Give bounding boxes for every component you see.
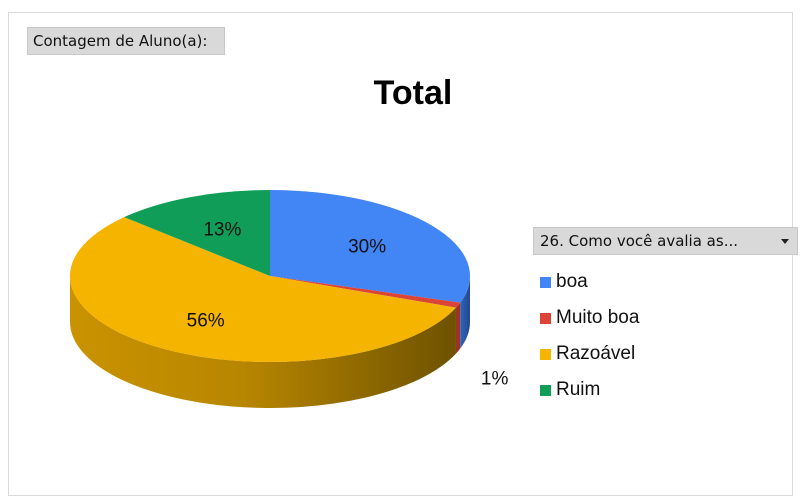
legend-swatch-razoavel — [540, 348, 551, 360]
data-label-ruim: 13% — [203, 220, 241, 241]
legend-item-ruim[interactable]: Ruim — [540, 372, 639, 408]
legend-swatch-ruim — [540, 384, 551, 396]
chart-title: Total — [373, 74, 453, 112]
legend-label-boa: boa — [556, 271, 588, 292]
legend-label-muito-boa: Muito boa — [556, 307, 640, 328]
data-label-muito-boa: 1% — [481, 369, 509, 390]
pie-side-muito-boa — [455, 302, 461, 354]
legend-swatch-muito-boa — [540, 312, 551, 324]
legend-item-razoavel[interactable]: Razoável — [540, 336, 639, 372]
field-button-contagem[interactable]: Contagem de Aluno(a): — [27, 27, 225, 55]
data-label-boa: 30% — [348, 237, 386, 258]
data-label-razoavel: 56% — [187, 311, 225, 332]
pie-side-boa — [460, 276, 470, 349]
legend-label-razoavel: Razoável — [556, 343, 636, 364]
legend-swatch-boa — [540, 276, 551, 288]
chevron-down-icon[interactable] — [781, 239, 789, 244]
legend-filter-dropdown[interactable]: 26. Como você avalia as... — [533, 227, 798, 255]
pie-side-razoavel — [70, 276, 456, 409]
pie-slice-boa[interactable] — [270, 190, 470, 303]
legend-item-muito-boa[interactable]: Muito boa — [540, 300, 639, 336]
legend-item-boa[interactable]: boa — [540, 264, 639, 300]
legend-filter-label: 26. Como você avalia as... — [540, 232, 738, 250]
pie-slice-razoavel[interactable] — [70, 217, 456, 363]
pie-slice-muito-boa[interactable] — [270, 276, 461, 308]
pie-slice-ruim[interactable] — [124, 190, 271, 276]
legend: boa Muito boa Razoável Ruim — [540, 264, 639, 408]
legend-label-ruim: Ruim — [556, 379, 601, 400]
